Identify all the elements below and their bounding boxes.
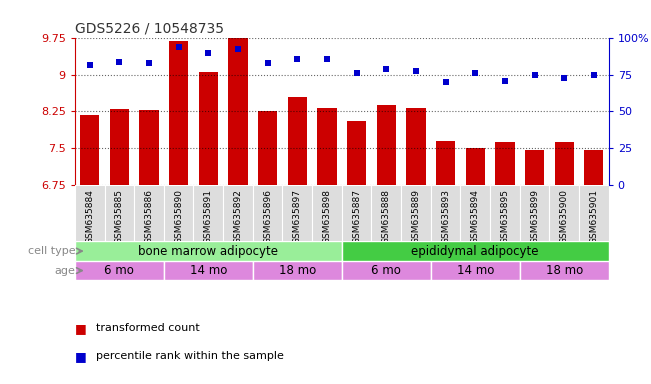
Bar bbox=[436, 141, 455, 185]
Bar bbox=[342, 261, 431, 280]
Point bbox=[589, 72, 599, 78]
Text: GSM635895: GSM635895 bbox=[501, 189, 509, 244]
Bar bbox=[253, 185, 283, 242]
Bar bbox=[75, 242, 342, 261]
Point bbox=[352, 70, 362, 76]
Text: GSM635890: GSM635890 bbox=[174, 189, 183, 244]
Text: age: age bbox=[54, 266, 75, 276]
Text: GSM635889: GSM635889 bbox=[411, 189, 421, 244]
Bar bbox=[199, 72, 218, 185]
Bar bbox=[579, 185, 609, 242]
Bar bbox=[431, 185, 460, 242]
Text: ■: ■ bbox=[75, 322, 87, 335]
Bar bbox=[164, 261, 253, 280]
Text: GSM635891: GSM635891 bbox=[204, 189, 213, 244]
Point bbox=[114, 59, 124, 65]
Bar bbox=[283, 185, 312, 242]
Bar bbox=[490, 185, 519, 242]
Bar bbox=[519, 185, 549, 242]
Bar bbox=[460, 185, 490, 242]
Text: GSM635897: GSM635897 bbox=[293, 189, 302, 244]
Bar bbox=[342, 185, 372, 242]
Bar bbox=[110, 109, 129, 185]
Bar bbox=[105, 185, 134, 242]
Bar bbox=[223, 185, 253, 242]
Point bbox=[322, 56, 332, 62]
Bar bbox=[406, 108, 426, 185]
Bar bbox=[75, 185, 105, 242]
Bar bbox=[342, 242, 609, 261]
Text: GSM635888: GSM635888 bbox=[381, 189, 391, 244]
Text: GSM635885: GSM635885 bbox=[115, 189, 124, 244]
Text: 18 mo: 18 mo bbox=[279, 264, 316, 277]
Bar bbox=[431, 261, 519, 280]
Bar bbox=[377, 105, 396, 185]
Text: GSM635884: GSM635884 bbox=[85, 189, 94, 244]
Text: ■: ■ bbox=[75, 350, 87, 363]
Point bbox=[529, 72, 540, 78]
Bar bbox=[495, 142, 514, 185]
Bar bbox=[584, 151, 603, 185]
Text: GSM635899: GSM635899 bbox=[530, 189, 539, 244]
Text: GSM635886: GSM635886 bbox=[145, 189, 154, 244]
Text: GSM635894: GSM635894 bbox=[471, 189, 480, 244]
Text: GDS5226 / 10548735: GDS5226 / 10548735 bbox=[75, 22, 224, 36]
Bar bbox=[519, 261, 609, 280]
Text: GSM635901: GSM635901 bbox=[589, 189, 598, 244]
Text: GSM635898: GSM635898 bbox=[322, 189, 331, 244]
Text: GSM635887: GSM635887 bbox=[352, 189, 361, 244]
Bar bbox=[347, 121, 367, 185]
Point bbox=[500, 78, 510, 84]
Bar bbox=[75, 261, 164, 280]
Bar bbox=[164, 185, 193, 242]
Text: GSM635896: GSM635896 bbox=[263, 189, 272, 244]
Bar bbox=[193, 185, 223, 242]
Bar bbox=[317, 108, 337, 185]
Text: percentile rank within the sample: percentile rank within the sample bbox=[96, 351, 284, 361]
Point bbox=[440, 79, 450, 85]
Bar bbox=[465, 148, 485, 185]
Bar bbox=[312, 185, 342, 242]
Point bbox=[292, 56, 303, 62]
Text: GSM635900: GSM635900 bbox=[560, 189, 569, 244]
Text: 18 mo: 18 mo bbox=[546, 264, 583, 277]
Bar bbox=[401, 185, 431, 242]
Point bbox=[411, 68, 421, 74]
Bar bbox=[549, 185, 579, 242]
Point bbox=[559, 75, 570, 81]
Text: 14 mo: 14 mo bbox=[456, 264, 494, 277]
Text: 6 mo: 6 mo bbox=[104, 264, 134, 277]
Bar bbox=[229, 38, 247, 185]
Bar bbox=[169, 41, 188, 185]
Text: epididymal adipocyte: epididymal adipocyte bbox=[411, 245, 539, 258]
Point bbox=[203, 50, 214, 56]
Bar bbox=[288, 97, 307, 185]
Bar bbox=[555, 142, 574, 185]
Point bbox=[85, 61, 95, 68]
Point bbox=[262, 60, 273, 66]
Bar bbox=[525, 151, 544, 185]
Point bbox=[233, 46, 243, 52]
Point bbox=[173, 44, 184, 50]
Bar bbox=[372, 185, 401, 242]
Text: 14 mo: 14 mo bbox=[189, 264, 227, 277]
Text: GSM635893: GSM635893 bbox=[441, 189, 450, 244]
Bar bbox=[80, 115, 100, 185]
Bar bbox=[139, 111, 159, 185]
Bar bbox=[253, 261, 342, 280]
Text: 6 mo: 6 mo bbox=[371, 264, 401, 277]
Point bbox=[144, 60, 154, 66]
Text: bone marrow adipocyte: bone marrow adipocyte bbox=[138, 245, 279, 258]
Point bbox=[381, 66, 391, 72]
Bar bbox=[258, 111, 277, 185]
Text: GSM635892: GSM635892 bbox=[234, 189, 242, 244]
Text: transformed count: transformed count bbox=[96, 323, 199, 333]
Bar bbox=[134, 185, 164, 242]
Text: cell type: cell type bbox=[27, 246, 75, 256]
Point bbox=[470, 70, 480, 76]
